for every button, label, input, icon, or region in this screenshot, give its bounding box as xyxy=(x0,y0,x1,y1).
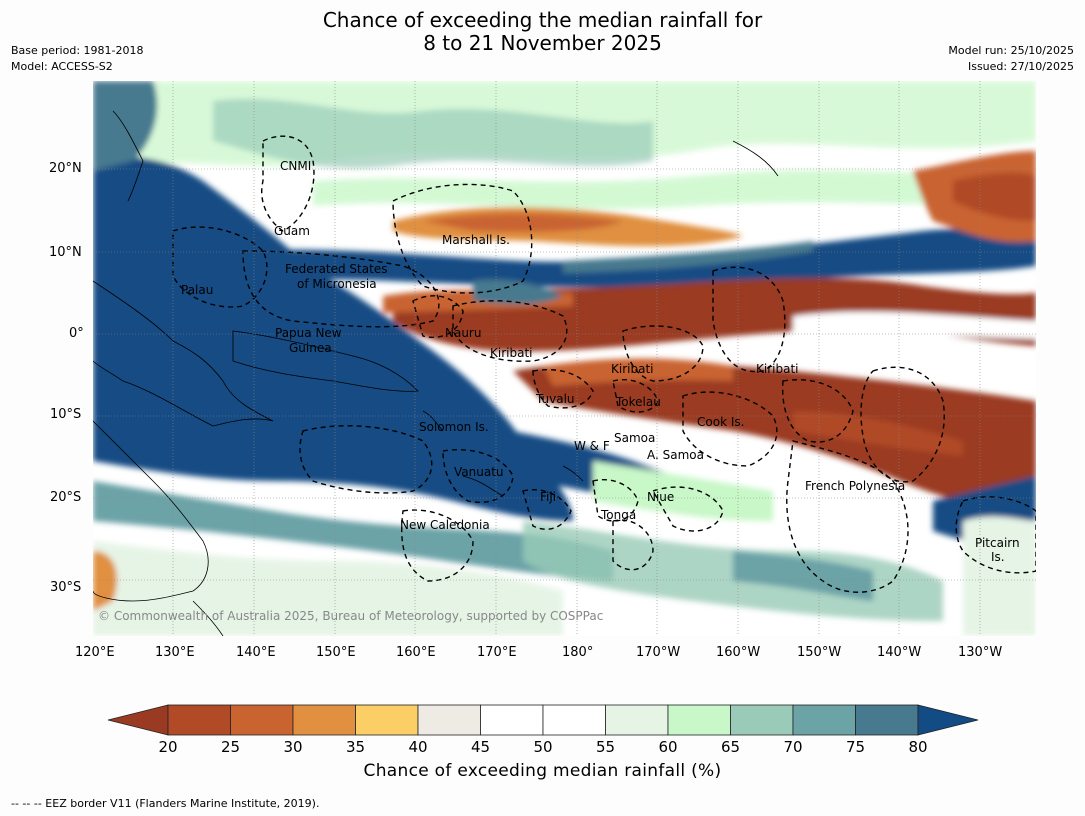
label-kiribati-west: Kiribati xyxy=(490,346,533,360)
lon-tick-130w: 130°W xyxy=(958,645,1003,660)
colorbar-segment xyxy=(792,704,856,736)
meta-left: Base period: 1981-2018 Model: ACCESS-S2 xyxy=(11,43,143,75)
label-tuvalu: Tuvalu xyxy=(536,392,575,406)
title-line-2: 8 to 21 November 2025 xyxy=(423,31,662,55)
colorbar-extend-high xyxy=(917,704,979,736)
colorbar-tick: 65 xyxy=(720,738,741,756)
lat-tick-30s: 30°S xyxy=(50,580,82,595)
base-period: Base period: 1981-2018 xyxy=(11,44,144,57)
lat-tick-20s: 20°S xyxy=(50,490,82,505)
colorbar-tick: 75 xyxy=(845,738,866,756)
colorbar-extend-low xyxy=(107,704,169,736)
colorbar-segment xyxy=(542,704,606,736)
lon-tick-180: 180° xyxy=(562,645,594,660)
rainfall-map xyxy=(93,81,1036,636)
colorbar-segment xyxy=(480,704,544,736)
colorbar-segment xyxy=(855,704,919,736)
lon-tick-160e: 160°E xyxy=(396,645,436,660)
label-french-polynesia: French Polynesia xyxy=(805,479,906,493)
colorbar-tick: 35 xyxy=(345,738,366,756)
meta-right: Model run: 25/10/2025 Issued: 27/10/2025 xyxy=(948,43,1074,75)
colorbar-segment xyxy=(355,704,419,736)
colorbar-segment xyxy=(292,704,356,736)
colorbar-tick: 30 xyxy=(283,738,303,756)
colorbar-tick: 45 xyxy=(470,738,491,756)
colorbar-segment xyxy=(417,704,481,736)
copyright: © Commonwealth of Australia 2025, Bureau… xyxy=(98,609,604,623)
label-marshall: Marshall Is. xyxy=(442,233,510,247)
lat-tick-10n: 10°N xyxy=(49,245,82,260)
footer-eez: -- -- -- EEZ border V11 (Flanders Marine… xyxy=(11,797,320,810)
colorbar-segment xyxy=(667,704,731,736)
colorbar-tick: 70 xyxy=(783,738,803,756)
lon-tick-160w: 160°W xyxy=(716,645,761,660)
lon-tick-140w: 140°W xyxy=(877,645,922,660)
colorbar-tick: 40 xyxy=(408,738,428,756)
lon-tick-120e: 120°E xyxy=(75,645,115,660)
label-fiji: Fiji xyxy=(540,490,557,504)
label-nauru: Nauru xyxy=(445,326,482,340)
title-line-1: Chance of exceeding the median rainfall … xyxy=(322,8,763,32)
lon-tick-150w: 150°W xyxy=(797,645,842,660)
colorbar-segment xyxy=(605,704,669,736)
lon-tick-140e: 140°E xyxy=(236,645,276,660)
colorbar-segment xyxy=(230,704,294,736)
colorbar-tick: 20 xyxy=(158,738,178,756)
label-niue: Niue xyxy=(647,490,675,504)
colorbar-tick: 55 xyxy=(595,738,616,756)
model-name: Model: ACCESS-S2 xyxy=(11,60,113,73)
label-tonga: Tonga xyxy=(601,508,637,522)
colorbar-label: Chance of exceeding median rainfall (%) xyxy=(363,761,722,781)
lon-tick-130e: 130°E xyxy=(155,645,195,660)
label-pitcairn-1: Pitcairn xyxy=(975,536,1020,550)
label-png-1: Papua New xyxy=(275,326,342,340)
colorbar-segment xyxy=(730,704,794,736)
colorbar-segments xyxy=(107,704,979,736)
label-kiribati-east: Kiribati xyxy=(756,362,799,376)
issued-date: Issued: 27/10/2025 xyxy=(967,60,1074,73)
label-tokelau: Tokelau xyxy=(616,395,661,409)
lon-tick-170w: 170°W xyxy=(636,645,681,660)
colorbar xyxy=(107,704,979,736)
label-wf: W & F xyxy=(574,439,610,453)
model-run: Model run: 25/10/2025 xyxy=(948,44,1074,57)
label-new-caledonia: New Caledonia xyxy=(400,518,490,532)
eez-borders xyxy=(172,135,1036,593)
label-pitcairn-2: Is. xyxy=(991,550,1005,564)
colorbar-tick: 60 xyxy=(658,738,678,756)
colorbar-tick: 25 xyxy=(220,738,241,756)
label-png-2: Guinea xyxy=(289,341,332,355)
rainfall-field xyxy=(93,81,1036,636)
label-fsm-1: Federated States xyxy=(285,262,388,276)
colorbar-tick: 50 xyxy=(533,738,553,756)
lat-tick-20n: 20°N xyxy=(49,161,82,176)
lat-tick-10s: 10°S xyxy=(50,407,82,422)
label-solomon: Solomon Is. xyxy=(419,420,489,434)
lat-tick-0: 0° xyxy=(69,326,84,341)
label-kiribati-central: Kiribati xyxy=(611,362,654,376)
colorbar-segment xyxy=(167,704,231,736)
label-palau: Palau xyxy=(181,283,214,297)
label-vanuatu: Vanuatu xyxy=(454,465,504,479)
colorbar-tick: 80 xyxy=(908,738,928,756)
label-samoa: Samoa xyxy=(614,431,656,445)
coastlines xyxy=(93,110,779,636)
label-cook: Cook Is. xyxy=(697,415,745,429)
label-asamoa: A. Samoa xyxy=(647,448,704,462)
label-guam: Guam xyxy=(274,224,310,238)
lon-tick-170e: 170°E xyxy=(477,645,517,660)
lon-tick-150e: 150°E xyxy=(316,645,356,660)
gridlines xyxy=(93,81,1036,636)
label-fsm-2: of Micronesia xyxy=(297,277,377,291)
label-cnmi: CNMI xyxy=(280,159,312,173)
